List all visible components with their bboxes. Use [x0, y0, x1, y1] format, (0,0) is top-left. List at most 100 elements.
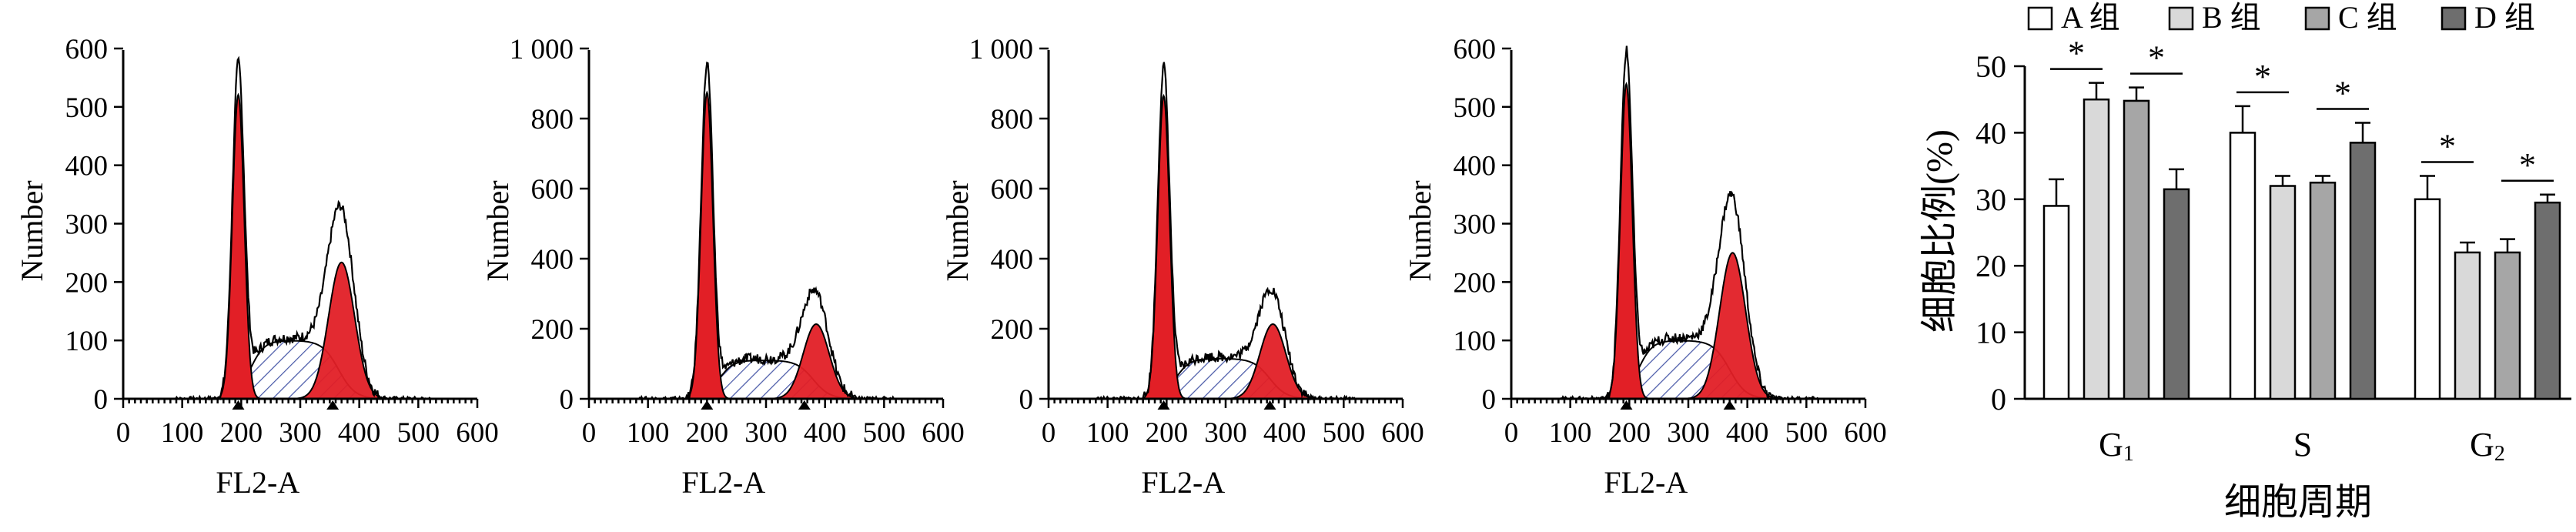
x-tick-label: 0 [582, 417, 597, 449]
y-tick-label: 200 [1454, 267, 1497, 299]
legend-swatch [2168, 6, 2194, 31]
y-tick-label: 600 [1454, 34, 1497, 65]
y-tick-label: 0 [560, 384, 574, 416]
bar-D组-S [2349, 142, 2377, 400]
y-tick-label: 400 [65, 151, 109, 182]
legend-swatch [2027, 6, 2053, 31]
y-tick-label: 40 [1975, 115, 2006, 150]
y-tick-label: 500 [65, 92, 109, 124]
y-tick-label: 600 [531, 174, 574, 206]
x-tick-label: 300 [279, 417, 322, 449]
bar-chart-panel: 0 10 20 30 40 50 * * * * * * G1 S G2 细胞周期 细胞比例(%) A 组 B 组 C… [1919, 0, 2571, 523]
y-tick-label: 400 [1454, 151, 1497, 182]
y-axis-title: Number [15, 180, 49, 281]
peak-marker-triangle [1620, 400, 1633, 410]
y-tick-label: 600 [991, 174, 1034, 206]
y-tick-label: 1 000 [510, 34, 574, 65]
x-tick-label: 600 [1381, 417, 1424, 449]
x-tick-label: 500 [1323, 417, 1366, 449]
bar-B组-S [2269, 185, 2297, 400]
peak-marker-triangle [232, 400, 245, 410]
x-tick-label: 100 [627, 417, 670, 449]
y-axis-title: Number [940, 180, 975, 281]
y-tick-label: 300 [1454, 209, 1497, 241]
s-phase-area [1096, 357, 1356, 400]
x-tick-label: 300 [1204, 417, 1247, 449]
x-tick-label: 300 [744, 417, 788, 449]
y-tick-label: 400 [531, 244, 574, 276]
peak-marker-triangle [798, 400, 811, 410]
histogram-panel-2: 0 100 200 300 400 500 600 0 200 400 600 800 1 000 FL2… [480, 34, 965, 500]
y-tick-label: 800 [991, 104, 1034, 136]
significance-star: * [2334, 74, 2351, 112]
legend-label: A 组 [2061, 0, 2120, 35]
x-tick-label: 600 [1844, 417, 1887, 449]
y-tick-label: 0 [1482, 384, 1497, 416]
x-tick-label: 500 [397, 417, 440, 449]
x-axis-title: FL2-A [681, 465, 765, 500]
x-tick-label: 500 [1785, 417, 1828, 449]
y-tick-label: 400 [991, 244, 1034, 276]
significance-star: * [2439, 128, 2456, 166]
y-tick-label: 50 [1975, 49, 2006, 84]
x-tick-label: 600 [922, 417, 965, 449]
category-label: G2 [2470, 426, 2505, 466]
y-tick-label: 300 [65, 209, 109, 241]
y-tick-label: 1 000 [969, 34, 1033, 65]
histogram-panel-4: 0 100 200 300 400 500 600 0 100 200 300 400 500 600 FL… [1403, 34, 1887, 500]
bar-A组-S [2229, 132, 2257, 400]
y-tick-label: 600 [65, 34, 109, 65]
bar-C组-G2 [2494, 251, 2521, 400]
peak-marker-triangle [326, 400, 340, 410]
histogram-trace [1096, 62, 1357, 401]
x-tick-label: 200 [1146, 417, 1189, 449]
y-tick-label: 0 [1019, 384, 1034, 416]
x-tick-label: 300 [1667, 417, 1710, 449]
y-tick-label: 100 [65, 326, 109, 357]
legend-label: C 组 [2338, 0, 2397, 35]
category-subscript: 2 [2494, 442, 2505, 466]
peak-marker-triangle [1157, 400, 1170, 410]
histogram-panel-3: 0 100 200 300 400 500 600 0 200 400 600 800 1 000 FL2… [940, 34, 1424, 500]
y-tick-label: 800 [531, 104, 574, 136]
x-tick-label: 600 [456, 417, 499, 449]
peak-marker-triangle [1263, 400, 1276, 410]
y-axis-title: Number [1403, 180, 1437, 281]
y-tick-label: 20 [1975, 249, 2006, 283]
y-tick-label: 10 [1975, 316, 2006, 350]
g1-peak-area [680, 90, 734, 400]
g1-peak-area [212, 92, 265, 400]
x-tick-label: 0 [116, 417, 131, 449]
x-tick-label: 200 [686, 417, 729, 449]
x-tick-label: 400 [1726, 417, 1769, 449]
y-tick-label: 200 [65, 267, 109, 299]
s-phase-area [1558, 340, 1818, 400]
x-tick-label: 200 [1608, 417, 1651, 449]
legend-item: B 组 [2168, 0, 2261, 35]
significance-star: * [2148, 39, 2165, 77]
histogram-trace [636, 61, 896, 400]
legend-item: C 组 [2304, 0, 2397, 35]
bar-C组-S [2309, 181, 2337, 400]
y-tick-label: 0 [94, 384, 109, 416]
legend-item: A 组 [2027, 0, 2120, 35]
significance-star: * [2254, 58, 2271, 95]
bar-B组-G1 [2083, 98, 2110, 400]
g1-peak-area [1137, 93, 1190, 400]
legend-swatch [2304, 6, 2330, 31]
s-phase-area [636, 360, 896, 400]
bar-A组-G1 [2042, 205, 2070, 400]
y-tick-label: 100 [1454, 326, 1497, 357]
legend-label: D 组 [2474, 0, 2535, 35]
x-tick-label: 400 [804, 417, 847, 449]
x-tick-label: 0 [1504, 417, 1519, 449]
x-tick-label: 400 [1263, 417, 1306, 449]
bar-D组-G1 [2163, 188, 2190, 400]
bar-C组-G1 [2123, 99, 2150, 400]
peak-marker-triangle [1723, 400, 1736, 410]
bar-D组-G2 [2534, 201, 2561, 400]
g2-peak-area [1684, 252, 1780, 400]
x-tick-label: 100 [1549, 417, 1592, 449]
histogram-trace [1558, 45, 1819, 401]
